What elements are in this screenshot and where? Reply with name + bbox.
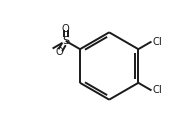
Text: S: S bbox=[62, 36, 69, 46]
Text: O: O bbox=[62, 23, 70, 34]
Text: Cl: Cl bbox=[152, 85, 162, 95]
Text: Cl: Cl bbox=[152, 37, 162, 47]
Text: O: O bbox=[56, 47, 64, 57]
